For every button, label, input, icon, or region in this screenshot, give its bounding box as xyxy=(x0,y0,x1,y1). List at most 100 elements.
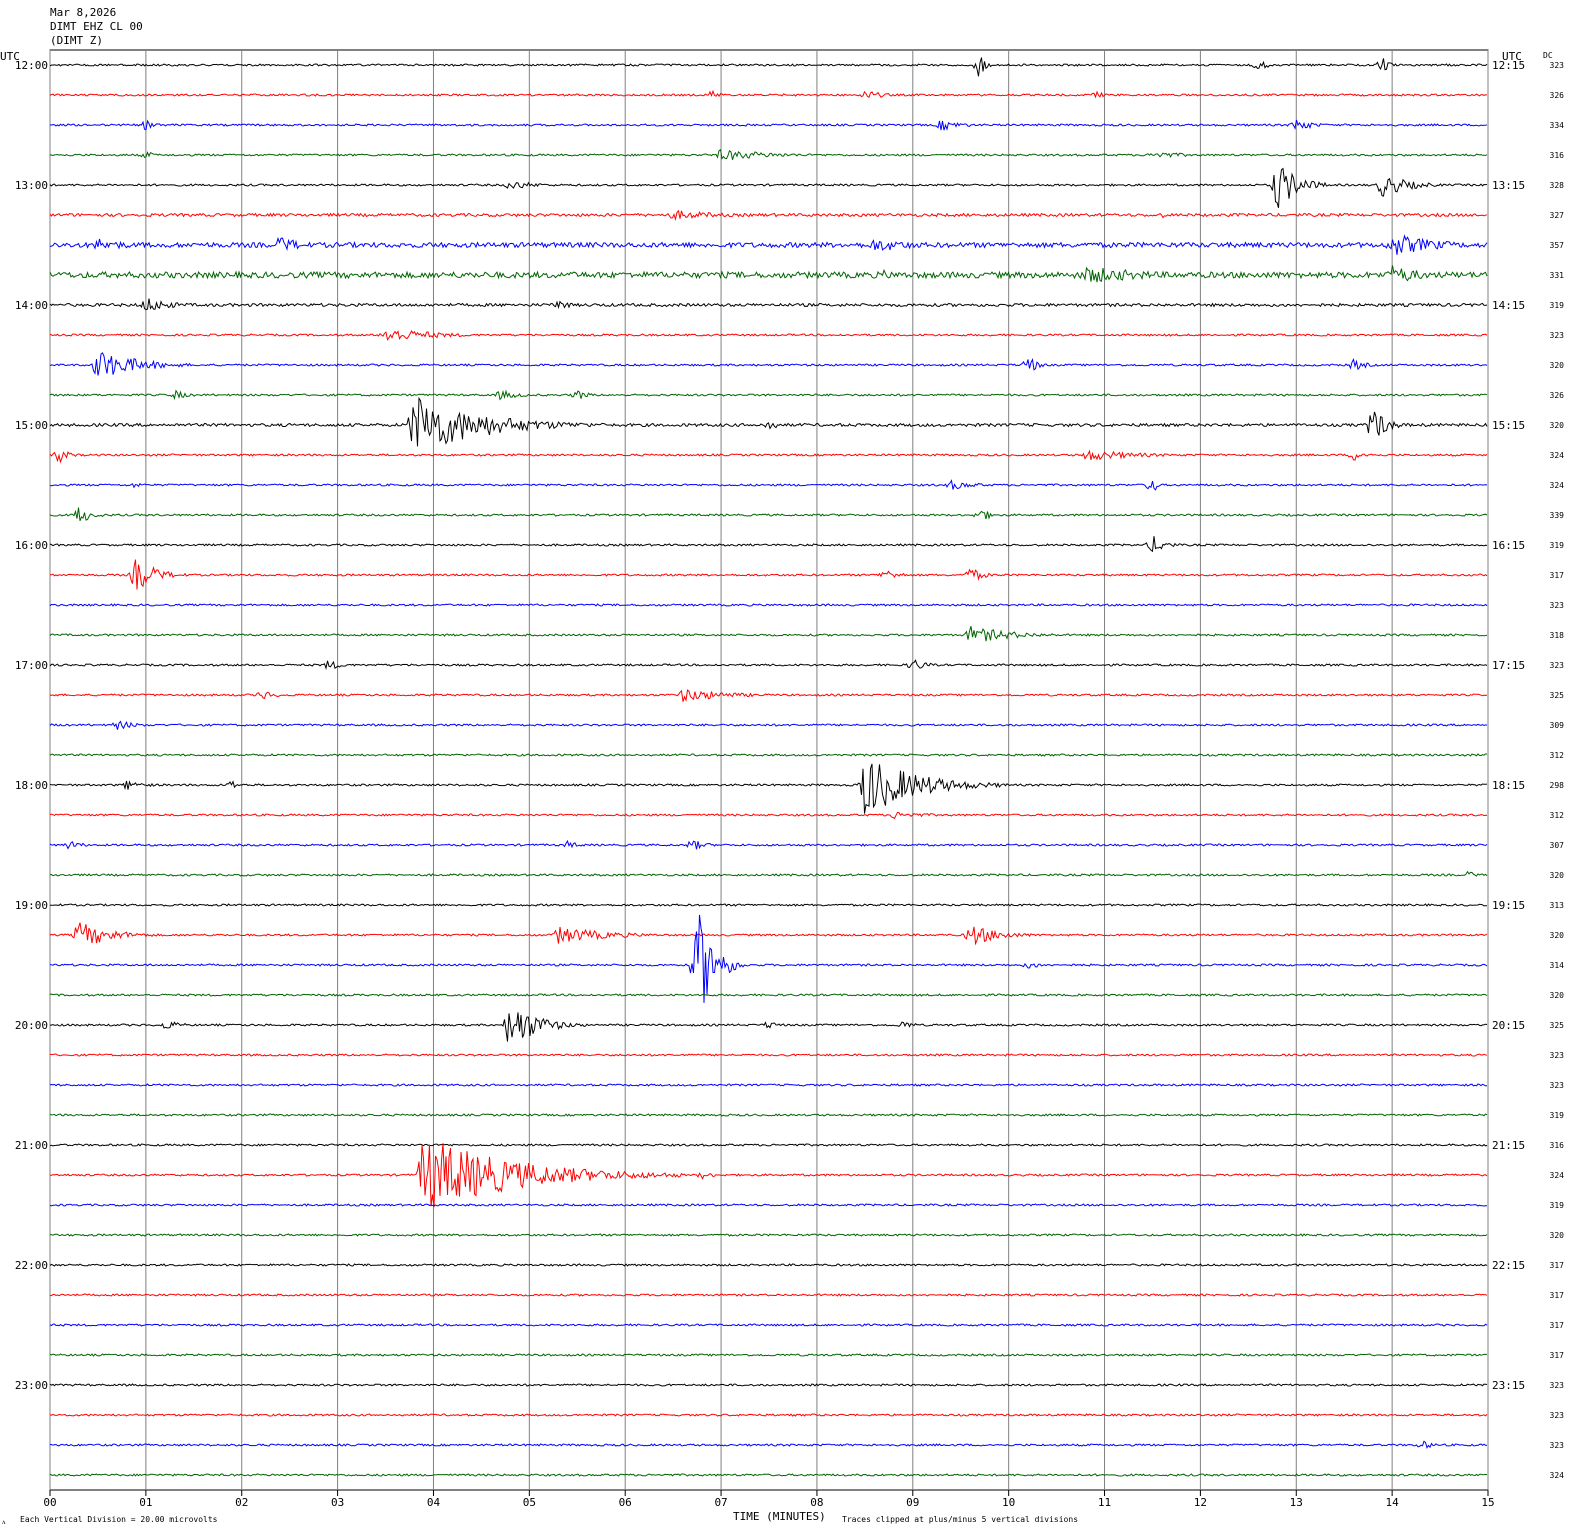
trace-row xyxy=(49,753,1487,757)
x-axis: 00 01 02 03 04 05 06 07 08 09 10 11 12 13 14 15 xyxy=(43,1490,1495,1509)
trace-row xyxy=(49,903,1488,907)
trace-row xyxy=(49,57,1488,77)
trace-row xyxy=(49,1353,1487,1357)
x-tick-label: 15 xyxy=(1481,1496,1494,1509)
right-time-label: 18:15 xyxy=(1492,779,1525,792)
dc-value: 319 xyxy=(1550,541,1565,550)
station-channel: DIMT EHZ CL 00 xyxy=(50,20,143,33)
dc-value: 331 xyxy=(1550,271,1565,280)
left-time-label: 21:00 xyxy=(15,1139,48,1152)
dc-value: 324 xyxy=(1550,1471,1565,1480)
dc-value: 323 xyxy=(1550,601,1565,610)
dc-value: 317 xyxy=(1550,1321,1565,1330)
trace-row xyxy=(49,1263,1488,1267)
trace-row xyxy=(49,1293,1488,1297)
dc-value: 323 xyxy=(1550,661,1565,670)
dc-value: 312 xyxy=(1550,811,1565,820)
dc-value: 317 xyxy=(1550,571,1565,580)
left-time-label: 18:00 xyxy=(15,779,48,792)
dc-value: 320 xyxy=(1550,991,1565,1000)
trace-row xyxy=(49,914,1488,1003)
trace-group xyxy=(49,57,1488,1477)
dc-value: 307 xyxy=(1550,841,1565,850)
trace-row xyxy=(49,720,1488,730)
dc-value: 320 xyxy=(1550,421,1565,430)
dc-value: 324 xyxy=(1550,1171,1565,1180)
station-component: (DIMT Z) xyxy=(50,34,103,47)
dc-value: 323 xyxy=(1550,1081,1565,1090)
x-tick-label: 07 xyxy=(714,1496,727,1509)
left-time-label: 16:00 xyxy=(15,539,48,552)
right-time-label: 21:15 xyxy=(1492,1139,1525,1152)
trace-row xyxy=(49,922,1488,946)
trace-row xyxy=(49,352,1488,376)
right-time-label: 14:15 xyxy=(1492,299,1525,312)
corner-mark: ᴧ xyxy=(2,1518,6,1526)
trace-row xyxy=(49,167,1488,209)
clip-note: Traces clipped at plus/minus 5 vertical … xyxy=(842,1515,1078,1524)
trace-row xyxy=(49,536,1488,553)
right-time-label: 23:15 xyxy=(1492,1379,1525,1392)
dc-value: 327 xyxy=(1550,211,1565,220)
right-time-label: 13:15 xyxy=(1492,179,1525,192)
dc-value: 328 xyxy=(1550,181,1565,190)
dc-value: 320 xyxy=(1550,871,1565,880)
left-time-label: 19:00 xyxy=(15,899,48,912)
dc-value: 323 xyxy=(1550,61,1565,70)
left-time-label: 12:00 xyxy=(15,59,48,72)
trace-row xyxy=(49,870,1488,877)
trace-row xyxy=(49,993,1488,997)
plot-grid xyxy=(49,49,1489,1491)
trace-row xyxy=(49,1053,1488,1057)
trace-row xyxy=(49,479,1488,491)
x-tick-label: 00 xyxy=(43,1496,56,1509)
x-tick-label: 01 xyxy=(139,1496,152,1509)
trace-row xyxy=(49,89,1488,99)
right-time-label: 15:15 xyxy=(1492,419,1525,432)
trace-row xyxy=(49,659,1488,670)
trace-row xyxy=(49,1203,1487,1207)
dc-value: 326 xyxy=(1550,391,1565,400)
dc-value: 324 xyxy=(1550,481,1565,490)
x-tick-label: 14 xyxy=(1386,1496,1400,1509)
left-time-label: 22:00 xyxy=(15,1259,48,1272)
trace-row xyxy=(49,559,1488,590)
trace-row xyxy=(49,1473,1488,1477)
trace-row xyxy=(49,148,1488,160)
right-time-label: 16:15 xyxy=(1492,539,1525,552)
dc-value: 309 xyxy=(1550,721,1565,730)
trace-row xyxy=(50,119,1488,131)
trace-row xyxy=(49,1113,1488,1117)
dc-value: 323 xyxy=(1550,1051,1565,1060)
left-time-label: 17:00 xyxy=(15,659,48,672)
dc-value: 313 xyxy=(1550,901,1565,910)
dc-value: 316 xyxy=(1550,1141,1565,1150)
trace-row xyxy=(49,449,1488,464)
trace-row xyxy=(49,689,1488,702)
x-axis-label: TIME (MINUTES) xyxy=(733,1510,826,1523)
scale-note: Each Vertical Division = 20.00 microvolt… xyxy=(20,1515,218,1524)
trace-row xyxy=(49,298,1488,311)
dc-value: 323 xyxy=(1550,1381,1565,1390)
x-tick-label: 10 xyxy=(1002,1496,1015,1509)
dc-value: 318 xyxy=(1550,631,1565,640)
trace-row xyxy=(49,839,1488,850)
dc-value: 319 xyxy=(1550,1201,1565,1210)
dc-value: 317 xyxy=(1550,1261,1565,1270)
dc-value: 323 xyxy=(1550,331,1565,340)
dc-value: 319 xyxy=(1550,301,1565,310)
dc-value: 323 xyxy=(1550,1411,1565,1420)
dc-value: 320 xyxy=(1550,361,1565,370)
left-time-label: 14:00 xyxy=(15,299,48,312)
trace-row xyxy=(49,329,1488,341)
dc-value: 323 xyxy=(1550,1441,1565,1450)
row-labels: 12:00 13:00 14:00 15:00 16:00 17:00 18:00 19:00… xyxy=(15,59,1564,1480)
x-tick-label: 03 xyxy=(331,1496,344,1509)
trace-row xyxy=(49,1323,1488,1327)
x-tick-label: 06 xyxy=(619,1496,632,1509)
x-tick-label: 08 xyxy=(810,1496,823,1509)
trace-row xyxy=(49,1233,1488,1237)
dc-value: 326 xyxy=(1550,91,1565,100)
dc-value: 317 xyxy=(1550,1291,1565,1300)
